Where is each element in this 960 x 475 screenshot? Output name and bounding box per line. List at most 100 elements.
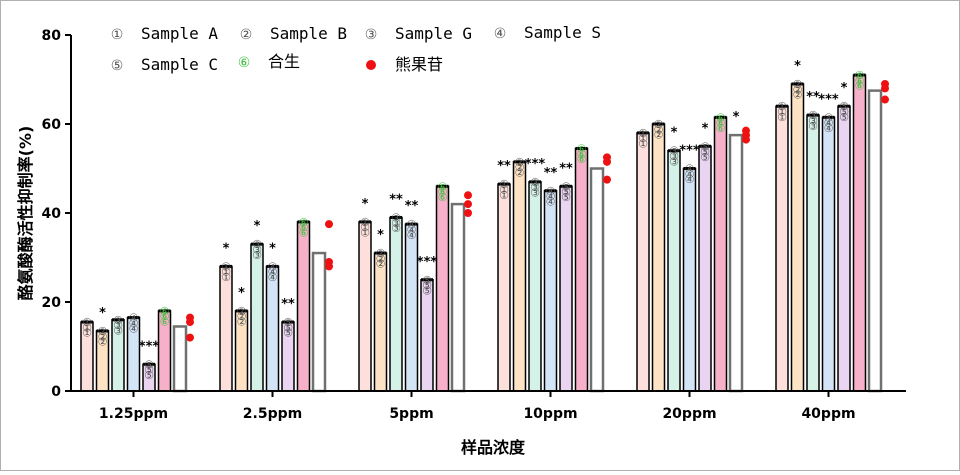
x-ticks: 1.25ppm 2.5ppm 5ppm 10ppm 20ppm 40ppm: [99, 391, 856, 422]
data-point-marker: ④: [129, 317, 139, 330]
data-point-marker: ⑤: [700, 151, 710, 164]
y-tick-label: 0: [51, 384, 61, 400]
bar: [589, 167, 605, 393]
data-point-marker: ⑥: [438, 180, 448, 193]
x-tick-label: 5ppm: [389, 406, 433, 422]
data-point-marker: ④: [824, 111, 834, 124]
data-point-marker: ③: [391, 217, 401, 230]
data-point-marker: ②: [515, 156, 525, 169]
data-point: [742, 135, 750, 144]
data-point-marker: ①: [360, 227, 370, 240]
legend-label: Sample G: [395, 24, 472, 43]
data-point-marker: ⑥: [299, 216, 309, 229]
bar: [651, 123, 666, 392]
data-point-marker: ⑥: [577, 153, 587, 166]
bar: [512, 161, 527, 392]
significance-label: *: [702, 121, 709, 136]
data-point-marker: ⑥: [577, 148, 587, 161]
bar: [311, 251, 327, 393]
legend-marker: ⑤: [111, 58, 124, 74]
significance-label: **: [544, 166, 558, 181]
data-point-marker: ②: [654, 129, 664, 142]
data-point-marker: ④: [685, 168, 695, 181]
significance-label: *: [254, 219, 261, 234]
legend-marker: ④: [494, 26, 507, 42]
legend-label: Sample A: [141, 24, 218, 43]
data-point-marker: ③: [530, 187, 540, 200]
data-point-marker: ②: [654, 118, 664, 131]
data-point-marker: ②: [98, 336, 108, 349]
data-point-marker: ④: [546, 190, 556, 203]
data-point-marker: ⑤: [283, 321, 293, 334]
legend-label: Sample B: [270, 24, 347, 43]
significance-label: *: [794, 59, 801, 74]
data-point-marker: ⑤: [839, 100, 849, 113]
data-point: [464, 200, 472, 209]
data-point-marker: ③: [252, 238, 262, 251]
legend-label: Sample C: [141, 55, 218, 74]
bar: [698, 145, 712, 392]
bar: [713, 116, 728, 392]
data-point-marker: ①: [499, 189, 509, 202]
data-point-marker: ①: [221, 260, 231, 273]
data-point-marker: ③: [669, 150, 679, 163]
data-point-marker: ⑥: [716, 111, 726, 124]
legend-marker: ①: [111, 27, 124, 43]
data-point-marker: ③: [252, 243, 262, 256]
data-point-marker: ③: [808, 120, 818, 133]
data-point-marker: ⑥: [716, 117, 726, 130]
data-point-marker: ⑥: [438, 186, 448, 199]
data-point: [881, 84, 889, 93]
data-point-marker: ⑤: [283, 327, 293, 340]
bars-layer: ①①① ②②②③③③④④④⑤⑤⑤⑥⑥⑥①①①②②②③③③④④④⑤⑤⑤⑥⑥⑥①①①②…: [80, 69, 889, 393]
bar: [852, 74, 867, 392]
bar: [296, 221, 311, 392]
data-point-marker: ④: [407, 223, 417, 236]
legend-marker: ③: [365, 27, 378, 43]
data-point-marker: ④: [824, 122, 834, 135]
significance-label: *: [223, 241, 230, 256]
x-tick-label: 2.5ppm: [243, 406, 302, 422]
data-point-marker: ⑤: [839, 106, 849, 119]
data-point-marker: ③: [113, 314, 123, 327]
data-point: [603, 175, 611, 184]
data-point-marker: ②: [237, 305, 247, 318]
significance-label: *: [269, 241, 276, 256]
data-point-marker: ④: [685, 163, 695, 176]
data-point: [881, 95, 889, 104]
data-point-marker: ⑤: [144, 358, 154, 371]
y-ticks: 0 20 40 60 80: [42, 28, 71, 400]
significance-label: **: [559, 161, 573, 176]
bar: [250, 243, 264, 392]
legend: ① Sample A ② Sample B ③ Sample G ④ Sample S ⑤ Sam…: [111, 23, 601, 74]
bar: [867, 89, 883, 393]
data-point-marker: ⑥: [160, 316, 170, 329]
bar: [636, 132, 650, 392]
significance-label: *: [841, 81, 848, 96]
data-point-marker: ③: [391, 211, 401, 224]
data-point-marker: ①: [777, 100, 787, 113]
data-point-marker: ⑥: [438, 191, 448, 204]
data-point-marker: ②: [376, 258, 386, 271]
data-point-marker: ⑤: [561, 180, 571, 193]
data-point-marker: ⑥: [160, 310, 170, 323]
y-tick-label: 20: [42, 295, 62, 311]
x-tick-label: 20ppm: [662, 406, 716, 422]
significance-label: **: [405, 199, 419, 214]
data-point-marker: ④: [407, 229, 417, 242]
data-point-marker: ④: [546, 185, 556, 198]
legend-marker: [366, 60, 376, 70]
data-point-marker: ③: [113, 324, 123, 337]
bar: [497, 183, 511, 392]
data-point-marker: ③: [808, 109, 818, 122]
data-point-marker: ④: [546, 195, 556, 208]
data-point-marker: ①: [82, 327, 92, 340]
data-point-marker: ⑥: [855, 80, 865, 93]
data-point-marker: ③: [669, 145, 679, 158]
data-point-marker: ③: [252, 249, 262, 262]
data-point: [464, 191, 472, 200]
data-point-marker: ⑤: [561, 186, 571, 199]
data-point: [325, 220, 333, 229]
bar: [219, 265, 233, 392]
data-point-marker: ②: [793, 83, 803, 96]
